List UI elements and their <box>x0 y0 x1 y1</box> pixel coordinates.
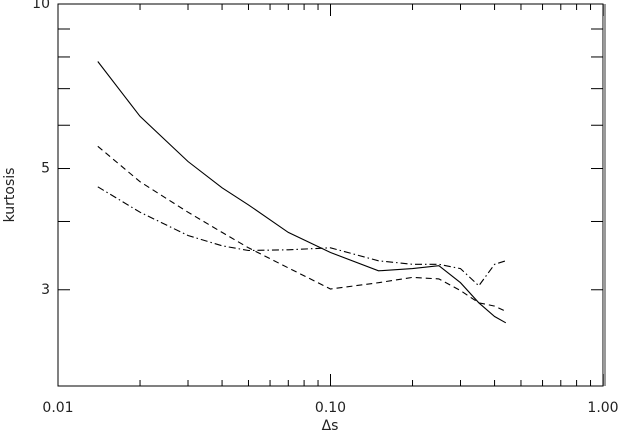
y-axis-label: kurtosis <box>2 168 18 223</box>
series-line <box>97 186 506 287</box>
series-line <box>97 61 507 324</box>
x-axis-label: Δs <box>322 418 339 434</box>
x-tick-label: 0.01 <box>42 400 73 416</box>
series-line <box>97 145 507 312</box>
x-tick-label: 0.10 <box>315 400 346 416</box>
y-tick-label: 10 <box>32 0 50 12</box>
y-tick-label: 5 <box>41 161 50 177</box>
y-tick-label: 3 <box>41 282 50 298</box>
x-tick-label: 1.00 <box>587 400 618 416</box>
plot-frame <box>57 3 604 387</box>
right-edge <box>603 4 606 386</box>
